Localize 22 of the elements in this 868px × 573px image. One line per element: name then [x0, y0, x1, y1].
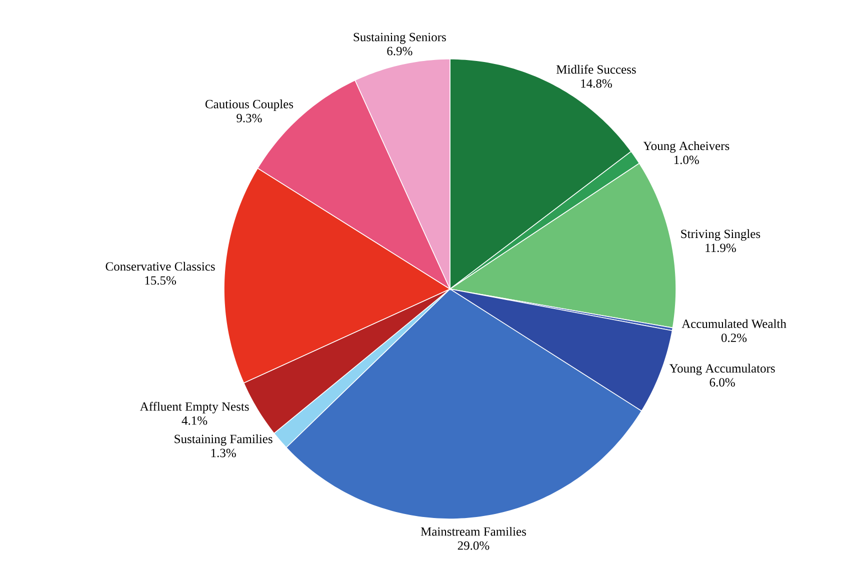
data-label: 1.0%: [674, 156, 699, 164]
data-label: 1.3%: [211, 448, 236, 458]
slice-label: Sustaining Seniors: [354, 32, 446, 44]
slice-label: Midlife Success: [556, 64, 636, 74]
slice-label: Sustaining Families: [174, 434, 272, 446]
slice-label: Cautious Couples: [205, 100, 294, 111]
data-label: 14.8%: [581, 79, 612, 88]
data-label: 6.0%: [710, 378, 735, 387]
data-label: 11.9%: [706, 244, 736, 252]
slice-label: Mainstream Families: [420, 526, 526, 536]
slice-label: Affluent Empty Nests: [140, 402, 249, 414]
data-label: 6.9%: [387, 46, 412, 56]
data-label: 0.2%: [721, 334, 747, 342]
data-label: 15.5%: [145, 276, 176, 285]
slice-label: Striving Singles: [681, 229, 760, 241]
data-label: 4.1%: [182, 416, 208, 425]
slice-label: Accumulated Wealth: [682, 319, 786, 328]
slice-label: Conservative Classics: [106, 262, 215, 271]
data-label: 9.3%: [236, 114, 262, 122]
slice-label: Young Acheivers: [643, 141, 730, 153]
slice-label: Young Accumulators: [669, 364, 775, 376]
data-label: 29.0%: [458, 541, 490, 550]
